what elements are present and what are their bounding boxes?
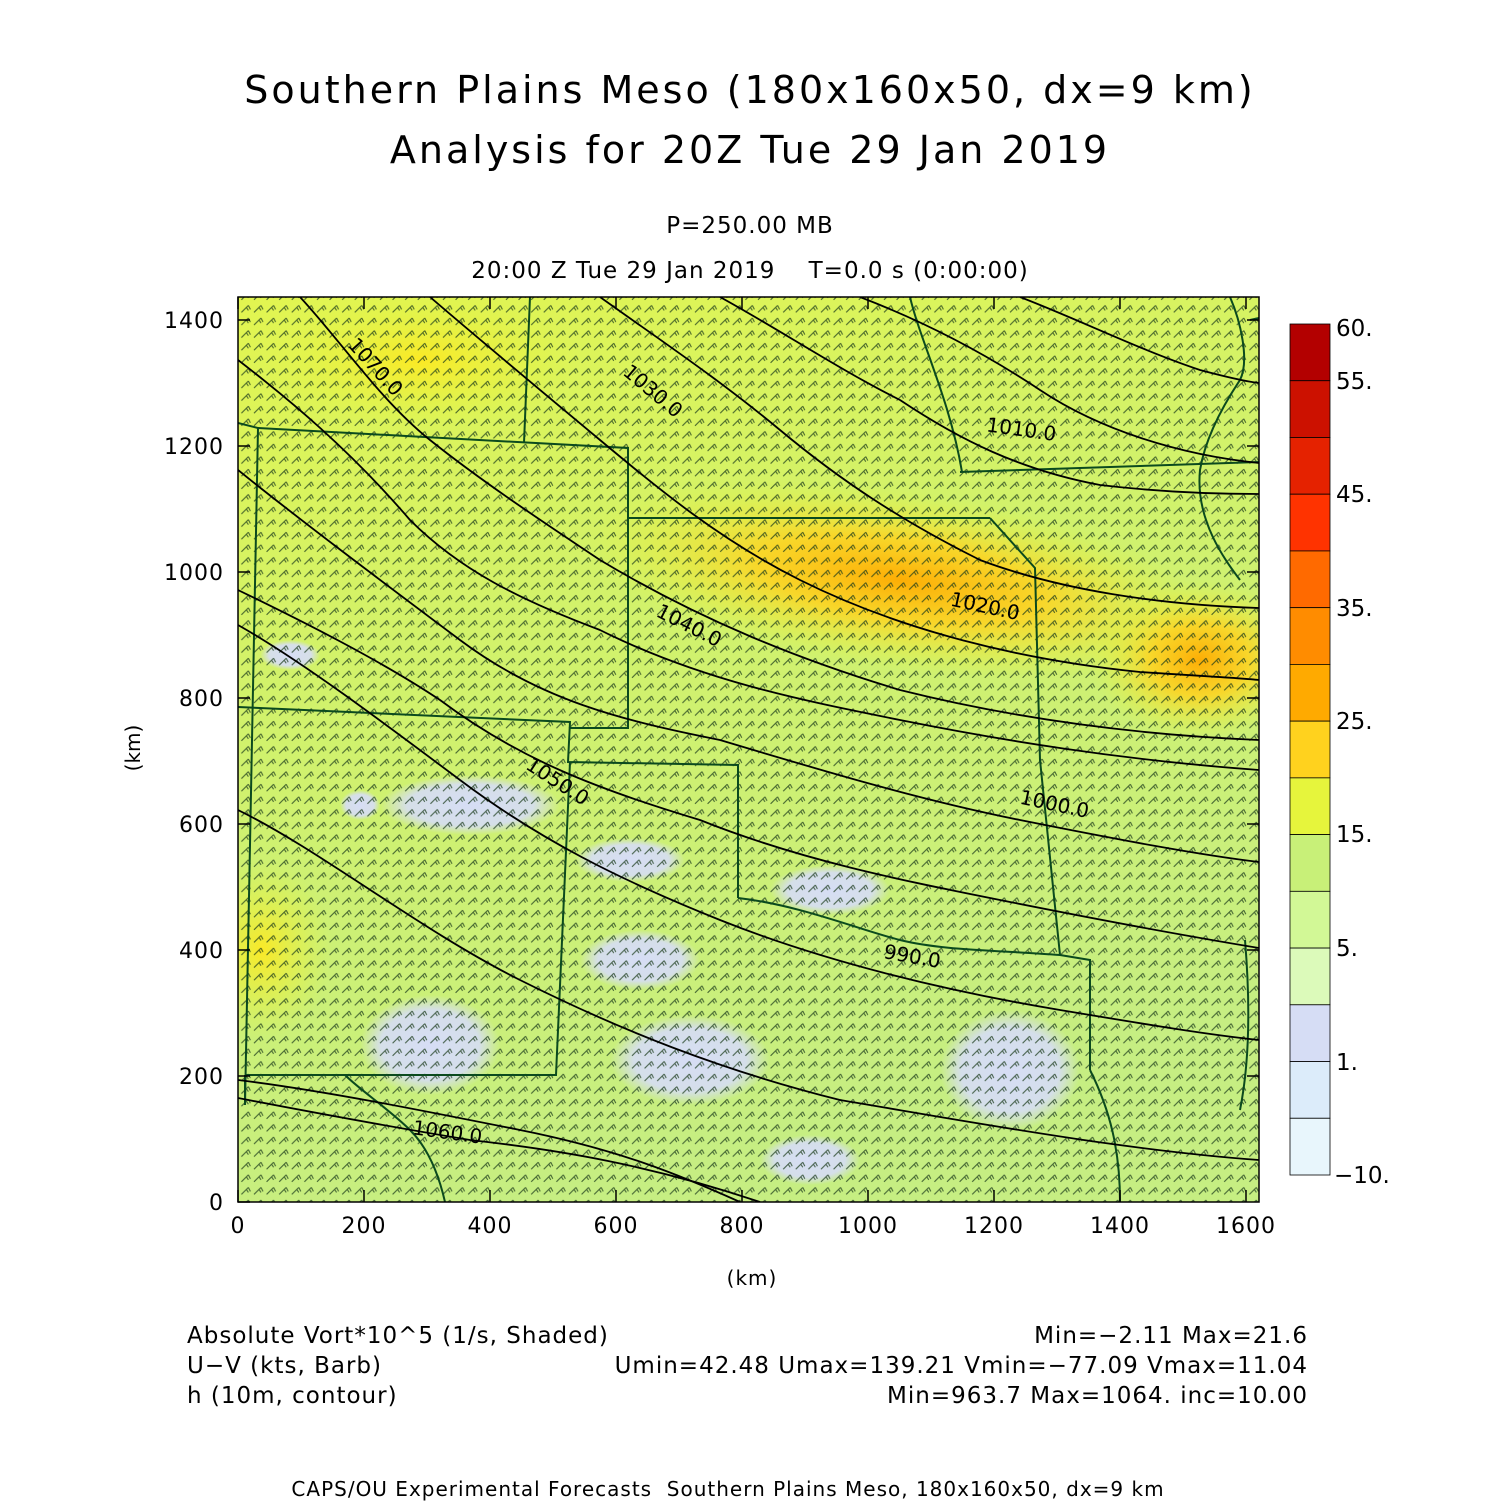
legend-wind-range: Umin=42.48 Umax=139.21 Vmin=−77.09 Vmax=…	[614, 1353, 1308, 1379]
colorbar-swatch	[1289, 720, 1331, 779]
colorbar-swatch	[1289, 1117, 1331, 1176]
colorbar-label: −10.	[1334, 1163, 1390, 1189]
colorbar-label: 15.	[1336, 822, 1373, 848]
legend-wind-label: U−V (kts, Barb)	[187, 1353, 382, 1379]
figure-title-line2: Analysis for 20Z Tue 29 Jan 2019	[389, 128, 1111, 172]
x-tick-label: 800	[720, 1214, 765, 1239]
x-axis-label: (km)	[727, 1266, 778, 1290]
colorbar-label: 45.	[1336, 482, 1373, 508]
footer-credit: CAPS/OU Experimental Forecasts Southern …	[291, 1477, 1165, 1501]
colorbar-swatch	[1289, 493, 1331, 552]
y-tick-label: 1200	[164, 435, 224, 460]
y-tick-label: 0	[209, 1191, 224, 1216]
colorbar-swatch	[1289, 323, 1331, 382]
figure-title-line1: Southern Plains Meso (180x160x50, dx=9 k…	[244, 68, 1256, 112]
colorbar-swatch	[1289, 1004, 1331, 1062]
pressure-level: P=250.00 MB	[666, 213, 834, 239]
colorbar-swatch	[1289, 947, 1331, 1006]
colorbar-swatch	[1289, 437, 1331, 495]
colorbar-swatch	[1289, 380, 1331, 438]
legend-vorticity-range: Min=−2.11 Max=21.6	[1034, 1323, 1308, 1349]
legend-height-label: h (10m, contour)	[187, 1383, 398, 1409]
colorbar	[1289, 323, 1331, 1176]
x-tick-label: 600	[594, 1214, 639, 1239]
plot-frame	[237, 296, 1260, 1203]
colorbar-swatch	[1289, 1061, 1331, 1119]
colorbar-label: 25.	[1336, 709, 1373, 735]
colorbar-label: 35.	[1336, 596, 1373, 622]
x-tick-label: 1200	[964, 1214, 1024, 1239]
colorbar-label: 55.	[1336, 369, 1373, 395]
y-tick-label: 1000	[164, 561, 224, 586]
valid-time: 20:00 Z Tue 29 Jan 2019 T=0.0 s (0:00:00…	[471, 258, 1029, 284]
x-axis	[237, 297, 1247, 1202]
x-tick-label: 1600	[1216, 1214, 1276, 1239]
colorbar-swatch	[1289, 607, 1331, 665]
y-axis	[238, 319, 1259, 1203]
colorbar-label: 1.	[1336, 1050, 1358, 1076]
colorbar-label: 60.	[1336, 316, 1373, 342]
y-tick-label: 200	[179, 1065, 224, 1090]
legend-vorticity-label: Absolute Vort*10^5 (1/s, Shaded)	[187, 1323, 609, 1349]
colorbar-swatch	[1289, 550, 1331, 609]
colorbar-label: 5.	[1336, 936, 1358, 962]
x-tick-label: 1400	[1090, 1214, 1150, 1239]
x-tick-label: 1000	[838, 1214, 898, 1239]
y-tick-label: 800	[179, 687, 224, 712]
x-tick-label: 200	[342, 1214, 387, 1239]
colorbar-swatch	[1289, 664, 1331, 722]
y-tick-label: 1400	[164, 309, 224, 334]
height-contours	[238, 297, 1259, 1202]
x-tick-label: 400	[468, 1214, 513, 1239]
wind-barb-field	[238, 297, 1259, 1202]
x-tick-label: 0	[231, 1214, 246, 1239]
y-tick-label: 600	[179, 813, 224, 838]
colorbar-swatch	[1289, 777, 1331, 835]
colorbar-swatch	[1289, 834, 1331, 892]
y-axis-label: (km)	[121, 725, 145, 772]
legend-height-range: Min=963.7 Max=1064. inc=10.00	[887, 1383, 1308, 1409]
plot-area	[238, 297, 1259, 1202]
state-boundaries	[238, 297, 1259, 1202]
y-tick-label: 400	[179, 939, 224, 964]
colorbar-swatch	[1289, 890, 1331, 949]
